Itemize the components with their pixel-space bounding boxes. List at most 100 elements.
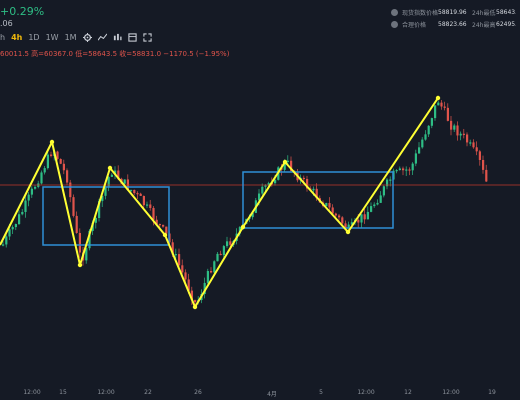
- candle-body: [344, 223, 347, 228]
- x-tick: 26: [194, 389, 202, 396]
- candle-body: [472, 142, 475, 148]
- candle-body: [43, 168, 46, 173]
- candle-body: [360, 214, 363, 223]
- candle-body: [88, 230, 91, 249]
- candle-body: [94, 217, 97, 223]
- x-tick: 12:00: [23, 389, 41, 396]
- x-tick: 15: [59, 389, 67, 396]
- candle-body: [341, 217, 344, 224]
- timeframe-1d[interactable]: 1D: [28, 33, 40, 42]
- candle-body: [46, 154, 49, 169]
- fullscreen-icon[interactable]: [142, 33, 152, 42]
- timeframe-1w[interactable]: 1W: [45, 33, 59, 42]
- candle-body: [66, 170, 69, 183]
- zigzag-vertex: [282, 159, 288, 165]
- candle-body: [408, 169, 411, 171]
- candle-body: [357, 219, 360, 223]
- candle-body: [427, 125, 430, 135]
- candle-body: [149, 204, 152, 208]
- candle-body: [110, 174, 113, 177]
- candle-body: [158, 224, 161, 226]
- gear-icon[interactable]: [82, 33, 92, 42]
- candle-body: [334, 213, 337, 216]
- candle-body: [379, 195, 382, 203]
- candle-body: [315, 188, 318, 199]
- candle-body: [142, 195, 145, 206]
- price-subtext: .06: [0, 19, 13, 28]
- candle-body: [62, 163, 65, 171]
- candle-body: [466, 134, 469, 143]
- zigzag-vertex: [107, 165, 113, 171]
- candle-body: [21, 211, 24, 215]
- candle-body: [203, 282, 206, 295]
- candle-body: [222, 246, 225, 255]
- x-tick: 12: [404, 389, 412, 396]
- candle-body: [171, 242, 174, 255]
- candle-body: [75, 215, 78, 233]
- zigzag-vertex: [49, 139, 55, 145]
- candle-body: [184, 272, 187, 280]
- candle-body: [5, 236, 8, 245]
- candle-body: [78, 232, 81, 253]
- stat-value: 58819.96: [438, 8, 467, 16]
- candle-body: [18, 214, 21, 225]
- candle-body: [139, 193, 142, 196]
- info-icon: [391, 8, 398, 16]
- candle-body: [286, 160, 289, 162]
- candle-body: [434, 105, 437, 119]
- candle-body: [389, 179, 392, 181]
- price-chart[interactable]: [0, 0, 520, 386]
- candle-body: [331, 207, 334, 214]
- stat-value: 58823.66: [438, 20, 467, 28]
- ohlc-readout: 60011.5 高=60367.0 低=58643.5 收=58831.0 −1…: [0, 50, 230, 58]
- candle-body: [72, 197, 75, 216]
- candle-body: [453, 125, 456, 130]
- market-stats: 现货指数价格 58819.96 24h最低 58643. 合理价格 58823.…: [391, 6, 516, 30]
- candle-body: [85, 248, 88, 261]
- zigzag-vertex: [192, 304, 198, 310]
- zigzag-vertex: [345, 229, 351, 235]
- candle-body: [462, 133, 465, 135]
- candle-body: [414, 153, 417, 164]
- candle-body: [226, 241, 229, 247]
- candle-body: [229, 241, 232, 245]
- candle-body: [274, 179, 277, 184]
- x-tick: 19: [488, 389, 496, 396]
- timeframe-h[interactable]: h: [0, 33, 6, 42]
- candle-body: [363, 214, 366, 220]
- candle-body: [8, 229, 11, 237]
- x-tick: 12:00: [97, 389, 115, 396]
- candle-body: [306, 179, 309, 189]
- candle-body: [117, 170, 120, 179]
- candle-body: [405, 169, 408, 171]
- candle-body: [411, 163, 414, 171]
- stat-label: 合理价格: [402, 21, 427, 29]
- candle-body: [251, 212, 254, 218]
- indicator-icon[interactable]: [97, 33, 107, 42]
- candle-body: [40, 172, 43, 184]
- candle-body: [437, 102, 440, 106]
- candle-body: [174, 254, 177, 256]
- candle-body: [395, 170, 398, 172]
- candle-body: [181, 265, 184, 273]
- candle-body: [123, 179, 126, 184]
- candle-body: [402, 168, 405, 171]
- candle-body: [27, 194, 30, 201]
- candle-body: [219, 253, 222, 256]
- candle-body: [430, 118, 433, 126]
- layout-icon[interactable]: [127, 33, 137, 42]
- timeframe-1m[interactable]: 1M: [64, 33, 77, 42]
- candle-body: [350, 222, 353, 225]
- zigzag-vertex: [77, 262, 83, 268]
- candle-body: [98, 201, 101, 218]
- candle-body: [382, 186, 385, 196]
- candle-body: [267, 183, 270, 186]
- candle-body: [24, 200, 27, 212]
- candle-body: [456, 125, 459, 136]
- candle-body: [325, 203, 328, 207]
- stat-label: 24h最高: [472, 21, 496, 29]
- zigzag-vertex: [435, 95, 441, 101]
- chart-type-icon[interactable]: [113, 33, 122, 42]
- timeframe-4h[interactable]: 4h: [11, 33, 23, 42]
- candle-body: [34, 186, 37, 189]
